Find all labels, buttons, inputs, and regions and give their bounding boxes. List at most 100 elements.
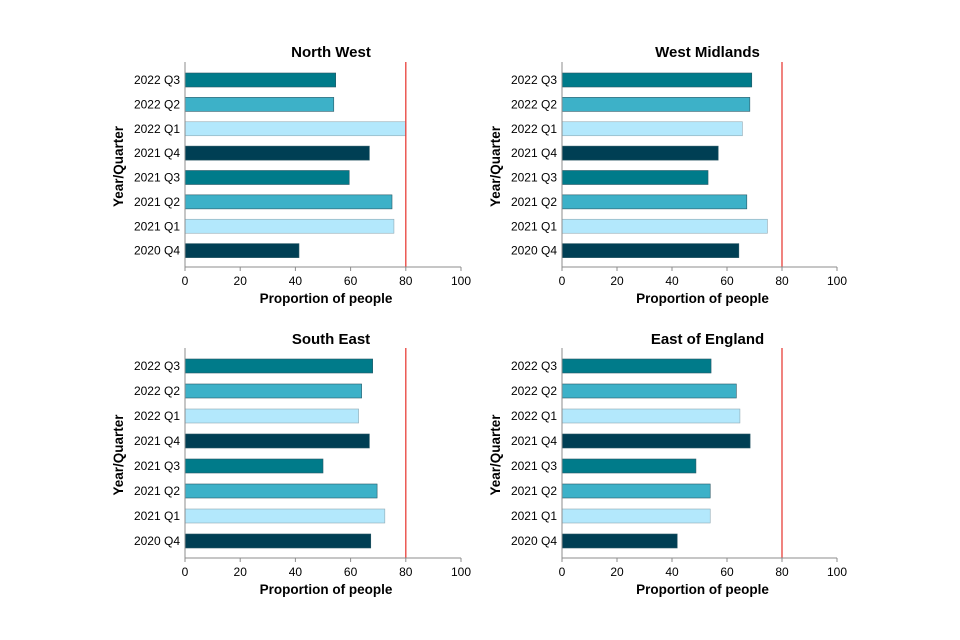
bar [561, 458, 697, 474]
y-tick-label: 2021 Q4 [134, 434, 180, 448]
bar [561, 194, 748, 210]
x-tick-label: 20 [610, 274, 624, 288]
bar [561, 121, 743, 137]
bar [184, 508, 386, 524]
y-tick-label: 2022 Q1 [134, 122, 180, 136]
x-tick-label: 80 [399, 274, 413, 288]
bar [184, 533, 372, 549]
y-tick-label: 2020 Q4 [134, 244, 180, 258]
bar [561, 533, 678, 549]
chart-title: North West [291, 44, 371, 61]
x-tick-label: 80 [775, 565, 789, 579]
bar [561, 483, 711, 499]
x-axis-label: Proportion of people [260, 291, 393, 306]
x-axis-label: Proportion of people [260, 582, 393, 597]
x-tick-label: 40 [289, 274, 303, 288]
y-tick-label: 2022 Q2 [134, 97, 180, 111]
x-axis-label: Proportion of people [636, 291, 769, 306]
x-tick-label: 100 [827, 565, 847, 579]
y-tick-label: 2020 Q4 [511, 244, 557, 258]
bar [184, 383, 362, 399]
bar [561, 508, 711, 524]
bar [184, 458, 324, 474]
bar [561, 218, 768, 234]
y-tick-label: 2022 Q2 [134, 384, 180, 398]
bar [184, 194, 393, 210]
bar [561, 408, 741, 424]
y-tick-label: 2021 Q3 [511, 459, 557, 473]
x-axis-label: Proportion of people [636, 582, 769, 597]
bar [184, 243, 300, 258]
y-tick-label: 2021 Q2 [134, 195, 180, 209]
bar [561, 145, 719, 161]
bar [184, 408, 359, 424]
y-tick-label: 2022 Q3 [511, 73, 557, 87]
y-axis-label: Year/Quarter [111, 125, 126, 207]
y-tick-label: 2022 Q3 [134, 359, 180, 373]
panel-west-midlands: West Midlands 2022 Q3 2022 Q2 2022 Q1 2021 Q… [488, 44, 847, 306]
chart-title: West Midlands [655, 44, 760, 61]
y-tick-label: 2021 Q3 [134, 459, 180, 473]
x-tick-label: 40 [665, 565, 679, 579]
y-tick-label: 2021 Q3 [134, 171, 180, 185]
x-tick-label: 60 [720, 565, 734, 579]
y-tick-label: 2021 Q1 [134, 509, 180, 523]
bar [561, 243, 740, 258]
y-axis-label: Year/Quarter [488, 414, 503, 496]
bar [184, 218, 395, 234]
bar [561, 358, 712, 374]
bar [561, 72, 753, 88]
x-tick-label: 20 [610, 565, 624, 579]
x-tick-label: 40 [665, 274, 679, 288]
y-tick-label: 2021 Q4 [511, 146, 557, 160]
bar [561, 383, 737, 399]
y-tick-label: 2021 Q1 [511, 219, 557, 233]
chart-title: East of England [651, 331, 764, 348]
y-tick-label: 2022 Q3 [134, 73, 180, 87]
bar [184, 121, 407, 137]
bar [561, 433, 751, 449]
x-tick-label: 100 [827, 274, 847, 288]
y-tick-label: 2021 Q2 [511, 195, 557, 209]
y-tick-label: 2021 Q3 [511, 171, 557, 185]
y-tick-label: 2021 Q4 [511, 434, 557, 448]
x-tick-label: 0 [559, 274, 566, 288]
chart-title: South East [292, 331, 370, 348]
bar [184, 145, 370, 161]
x-tick-label: 80 [775, 274, 789, 288]
y-tick-label: 2022 Q2 [511, 97, 557, 111]
x-tick-label: 80 [399, 565, 413, 579]
bar [561, 97, 751, 112]
y-tick-label: 2021 Q1 [134, 219, 180, 233]
y-tick-label: 2022 Q3 [511, 359, 557, 373]
panel-south-east: South East 2022 Q3 2022 Q2 2022 Q1 2021 Q4 20… [111, 331, 471, 597]
bar [184, 433, 370, 449]
y-tick-label: 2021 Q1 [511, 509, 557, 523]
y-tick-label: 2021 Q2 [511, 484, 557, 498]
y-tick-label: 2022 Q1 [134, 409, 180, 423]
x-tick-label: 20 [234, 565, 248, 579]
y-tick-label: 2022 Q2 [511, 384, 557, 398]
y-tick-label: 2022 Q1 [511, 409, 557, 423]
x-tick-label: 0 [182, 565, 189, 579]
bar [184, 72, 336, 88]
y-tick-label: 2021 Q2 [134, 484, 180, 498]
bar [561, 170, 709, 185]
bar [184, 97, 335, 112]
panel-north-west: North West 2022 Q3 2022 Q2 2022 Q1 2021 Q4 20… [111, 44, 471, 306]
y-tick-label: 2021 Q4 [134, 146, 180, 160]
bar [184, 358, 373, 374]
x-tick-label: 60 [344, 565, 358, 579]
x-tick-label: 60 [344, 274, 358, 288]
x-tick-label: 20 [234, 274, 248, 288]
x-tick-label: 0 [559, 565, 566, 579]
x-tick-label: 100 [451, 274, 471, 288]
y-axis-label: Year/Quarter [488, 125, 503, 207]
x-tick-label: 60 [720, 274, 734, 288]
y-tick-label: 2022 Q1 [511, 122, 557, 136]
x-tick-label: 0 [182, 274, 189, 288]
panel-east-of-england: East of England 2022 Q3 2022 Q2 2022 Q1 2021… [488, 331, 847, 597]
y-tick-label: 2020 Q4 [134, 534, 180, 548]
bar [184, 170, 350, 185]
